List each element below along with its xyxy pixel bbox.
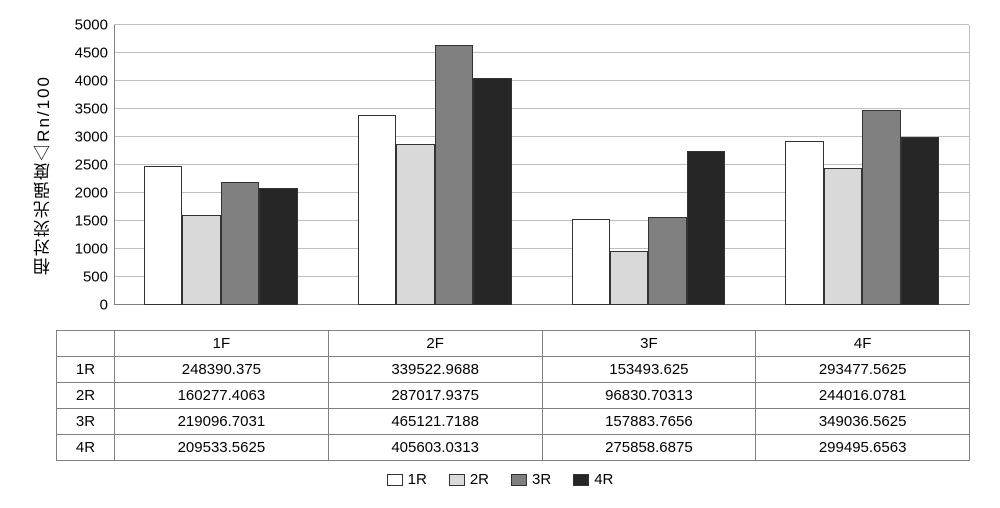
bar-group: [755, 25, 969, 305]
legend-label: 3R: [532, 471, 551, 488]
y-tick-label: 3000: [58, 129, 108, 146]
y-tick-label: 1000: [58, 241, 108, 258]
table-cell: 349036.5625: [756, 409, 970, 435]
data-table-wrap: 1F2F3F4F1R248390.375339522.9688153493.62…: [56, 330, 970, 461]
legend-label: 1R: [408, 471, 427, 488]
table-header-row: 1F2F3F4F: [57, 331, 970, 357]
y-axis-ticks: 0500100015002000250030003500400045005000: [56, 25, 114, 305]
legend-swatch: [511, 474, 527, 486]
table-row: 1R248390.375339522.9688153493.625293477.…: [57, 357, 970, 383]
data-table: 1F2F3F4F1R248390.375339522.9688153493.62…: [56, 330, 970, 461]
bar-group: [328, 25, 542, 305]
bar: [182, 215, 220, 305]
table-cell: 293477.5625: [756, 357, 970, 383]
table-cell: 339522.9688: [328, 357, 542, 383]
table-cell: 465121.7188: [328, 409, 542, 435]
bar: [610, 251, 648, 305]
row-header-cell: 3R: [57, 409, 115, 435]
bar-groups: [114, 25, 969, 305]
table-left-pad: [30, 330, 56, 461]
bar: [572, 219, 610, 305]
bar: [144, 166, 182, 305]
y-tick-label: 3500: [58, 101, 108, 118]
table-cell: 209533.5625: [115, 435, 329, 461]
table-cell: 96830.70313: [542, 383, 756, 409]
table-cell: 405603.0313: [328, 435, 542, 461]
figure: 相对荧光强度△Rn/100 0 500 1000 1500 2000 2500 3000 35…: [30, 20, 970, 488]
table-row: 3R219096.7031465121.7188157883.765634903…: [57, 409, 970, 435]
bar: [358, 115, 396, 305]
y-tick-label: 0: [58, 297, 108, 314]
table-cell: 160277.4063: [115, 383, 329, 409]
y-tick-label: 4500: [58, 45, 108, 62]
row-header-cell: 2R: [57, 383, 115, 409]
bar-group: [542, 25, 756, 305]
table-header-cell: 1F: [115, 331, 329, 357]
table-row: 4R209533.5625405603.0313275858.687529949…: [57, 435, 970, 461]
y-axis-label: 相对荧光强度△Rn/100: [30, 20, 56, 330]
y-tick-label: 2500: [58, 157, 108, 174]
table-header-cell: 2F: [328, 331, 542, 357]
table-header-cell: 4F: [756, 331, 970, 357]
table-cell: 248390.375: [115, 357, 329, 383]
y-tick-label: 500: [58, 269, 108, 286]
legend-label: 2R: [470, 471, 489, 488]
bar: [473, 78, 511, 305]
legend-swatch: [387, 474, 403, 486]
bar: [862, 110, 900, 305]
legend-swatch: [449, 474, 465, 486]
legend-item: 4R: [573, 471, 613, 488]
y-tick-label: 1500: [58, 213, 108, 230]
table-cell: 244016.0781: [756, 383, 970, 409]
table-cell: 275858.6875: [542, 435, 756, 461]
table-cell: 157883.7656: [542, 409, 756, 435]
bar: [648, 217, 686, 305]
legend-item: 2R: [449, 471, 489, 488]
table-cell: 153493.625: [542, 357, 756, 383]
bar: [901, 137, 939, 305]
y-tick-label: 4000: [58, 73, 108, 90]
table-cell: 287017.9375: [328, 383, 542, 409]
table-header-cell: [57, 331, 115, 357]
bar: [687, 151, 725, 306]
table-row: 2R160277.4063287017.937596830.7031324401…: [57, 383, 970, 409]
y-tick-label: 2000: [58, 185, 108, 202]
bar: [435, 45, 473, 305]
bar: [259, 188, 297, 305]
bar: [785, 141, 823, 305]
plot-area: [114, 25, 970, 305]
bar-group: [114, 25, 328, 305]
legend-label: 4R: [594, 471, 613, 488]
y-axis-label-text: 相对荧光强度△Rn/100: [31, 75, 56, 275]
legend-swatch: [573, 474, 589, 486]
legend-item: 3R: [511, 471, 551, 488]
bar: [824, 168, 862, 305]
row-header-cell: 1R: [57, 357, 115, 383]
bar: [221, 182, 259, 305]
legend-item: 1R: [387, 471, 427, 488]
table-header-cell: 3F: [542, 331, 756, 357]
table-cell: 219096.7031: [115, 409, 329, 435]
y-tick-label: 5000: [58, 17, 108, 34]
chart-area: 相对荧光强度△Rn/100 0 500 1000 1500 2000 2500 3000 35…: [30, 20, 970, 330]
bar: [396, 144, 434, 305]
row-header-cell: 4R: [57, 435, 115, 461]
table-area: 1F2F3F4F1R248390.375339522.9688153493.62…: [30, 330, 970, 461]
table-cell: 299495.6563: [756, 435, 970, 461]
legend: 1R 2R 3R 4R: [30, 471, 970, 488]
